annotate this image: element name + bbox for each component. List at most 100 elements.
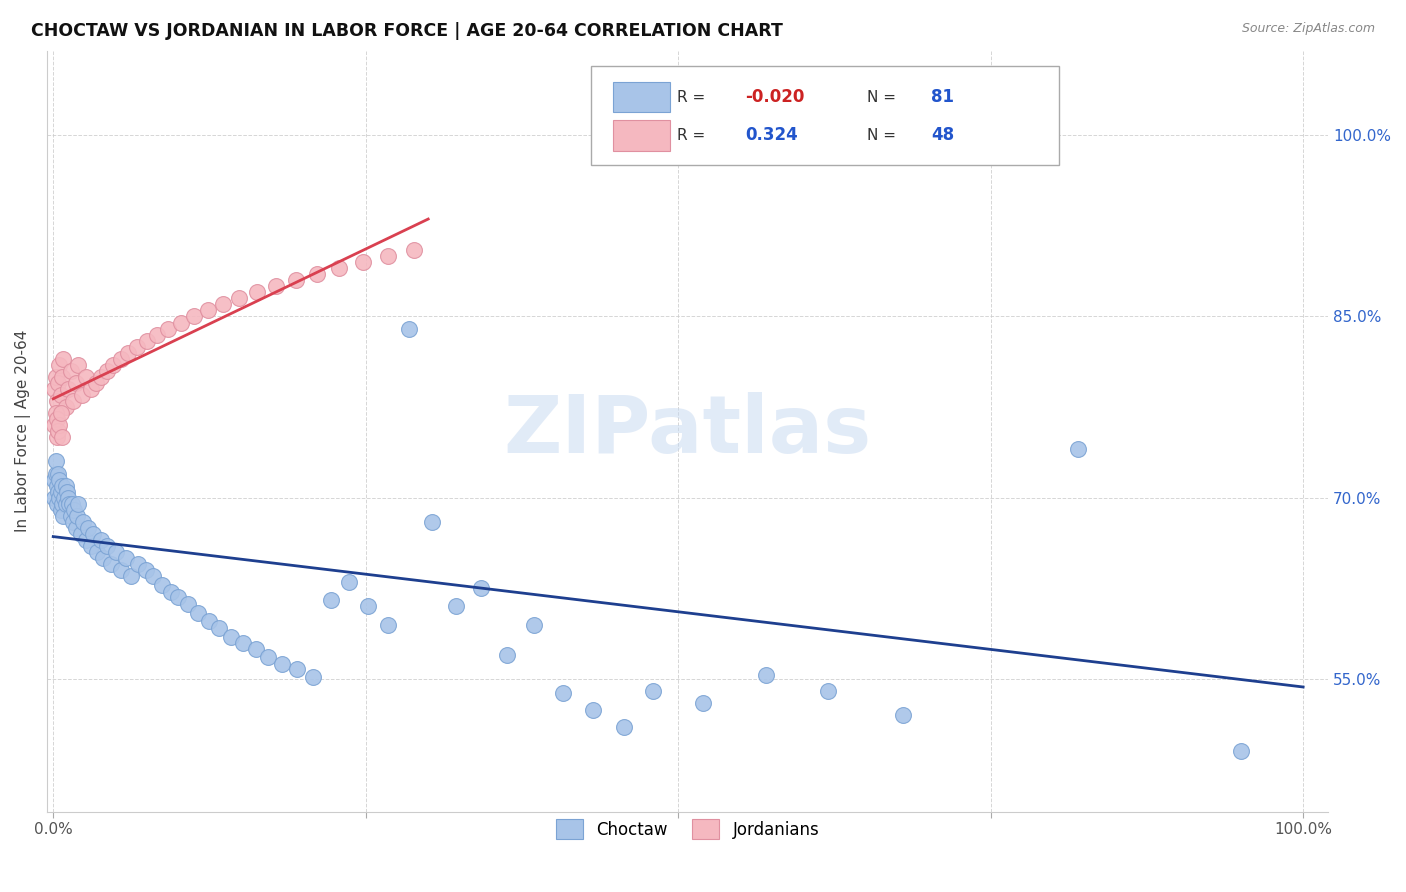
Legend: Choctaw, Jordanians: Choctaw, Jordanians: [550, 813, 825, 846]
FancyBboxPatch shape: [613, 120, 669, 151]
Point: [104, 545, 127, 559]
Point: [48, 418, 70, 433]
Point: [80, 539, 103, 553]
Point: [197, 303, 219, 318]
Point: [48, 358, 70, 372]
Text: 0.324: 0.324: [745, 127, 799, 145]
Point: [46, 497, 69, 511]
Point: [45, 467, 67, 481]
Point: [46, 376, 69, 390]
Point: [420, 515, 443, 529]
Point: [257, 650, 280, 665]
Point: [49, 388, 72, 402]
Point: [55, 478, 77, 492]
Point: [1229, 744, 1251, 758]
FancyBboxPatch shape: [613, 82, 669, 112]
Point: [398, 321, 420, 335]
Point: [120, 569, 142, 583]
Point: [264, 279, 287, 293]
Point: [219, 630, 242, 644]
Point: [103, 358, 125, 372]
Point: [91, 551, 114, 566]
Point: [357, 599, 380, 614]
Y-axis label: In Labor Force | Age 20-64: In Labor Force | Age 20-64: [15, 330, 31, 533]
Point: [48, 491, 70, 505]
Point: [177, 597, 200, 611]
Point: [328, 261, 350, 276]
Point: [49, 406, 72, 420]
Point: [643, 684, 665, 698]
Point: [55, 400, 77, 414]
Point: [67, 358, 90, 372]
Point: [613, 720, 636, 734]
Point: [58, 497, 80, 511]
Point: [96, 364, 118, 378]
Point: [142, 569, 165, 583]
Point: [208, 621, 231, 635]
Point: [84, 376, 107, 390]
Point: [44, 491, 66, 505]
Point: [66, 508, 89, 523]
Point: [285, 662, 308, 676]
Point: [319, 593, 342, 607]
Point: [63, 503, 86, 517]
Point: [157, 321, 180, 335]
Point: [96, 539, 118, 553]
Point: [49, 484, 72, 499]
Point: [75, 370, 97, 384]
Point: [80, 382, 103, 396]
Text: 81: 81: [931, 88, 955, 106]
Point: [86, 545, 108, 559]
Point: [46, 430, 69, 444]
Text: R =: R =: [678, 128, 706, 143]
Point: [55, 497, 77, 511]
Point: [51, 478, 73, 492]
Point: [187, 606, 209, 620]
Point: [339, 575, 361, 590]
Point: [404, 243, 426, 257]
Point: [117, 345, 139, 359]
Point: [51, 497, 73, 511]
Point: [271, 657, 294, 672]
Point: [150, 578, 173, 592]
Point: [62, 394, 84, 409]
Point: [52, 508, 75, 523]
Point: [228, 291, 250, 305]
Point: [470, 582, 492, 596]
Point: [891, 708, 914, 723]
Point: [46, 394, 69, 409]
Point: [127, 557, 149, 571]
Point: [377, 617, 399, 632]
Point: [100, 557, 122, 571]
Point: [110, 563, 132, 577]
Point: [170, 316, 193, 330]
Point: [45, 406, 67, 420]
Point: [496, 648, 519, 662]
Point: [65, 521, 87, 535]
Point: [46, 467, 69, 481]
Point: [159, 585, 181, 599]
Point: [352, 255, 374, 269]
Point: [183, 310, 205, 324]
Point: [46, 478, 69, 492]
Point: [48, 473, 70, 487]
Point: [51, 430, 73, 444]
Point: [59, 364, 82, 378]
Point: [56, 484, 79, 499]
Point: [77, 521, 100, 535]
Point: [58, 491, 80, 505]
Point: [523, 617, 546, 632]
Point: [967, 122, 990, 136]
Point: [305, 267, 328, 281]
Point: [110, 351, 132, 366]
Point: [90, 533, 112, 547]
Point: [49, 503, 72, 517]
Point: [1067, 442, 1090, 457]
Point: [284, 273, 307, 287]
Point: [45, 370, 67, 384]
Point: [198, 614, 221, 628]
Point: [53, 491, 76, 505]
Point: [62, 515, 84, 529]
Point: [44, 473, 66, 487]
Point: [45, 454, 67, 468]
